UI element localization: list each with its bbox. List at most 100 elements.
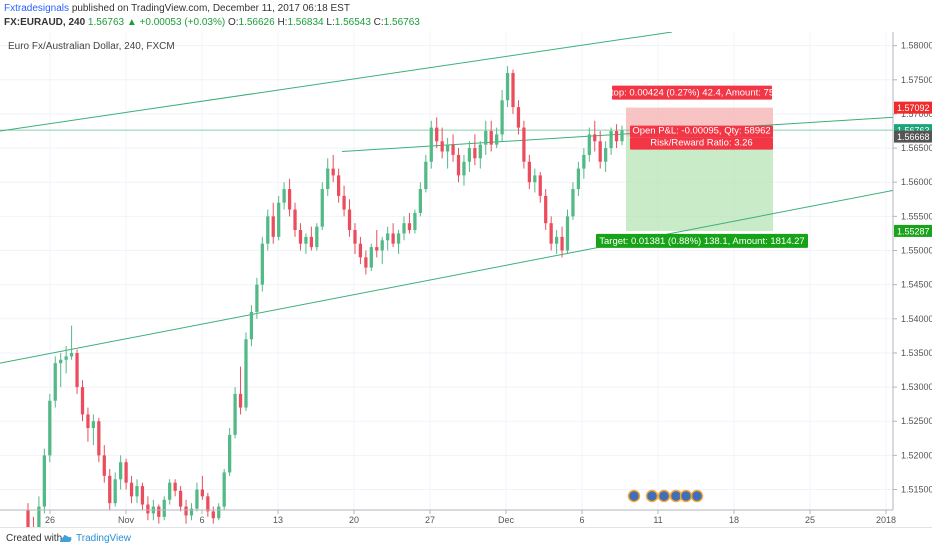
candle-body — [593, 134, 597, 142]
publish-line: Fxtradesignals published on TradingView.… — [4, 3, 350, 14]
lower-channel-line[interactable] — [0, 189, 894, 364]
candle-body — [255, 284, 259, 312]
candle-body — [407, 223, 412, 231]
price-change: +0.00053 (+0.03%) — [139, 17, 226, 28]
price-tag-bg — [894, 101, 932, 114]
candle-body — [336, 175, 341, 196]
candle-body — [511, 72, 515, 108]
candle-body — [80, 387, 85, 415]
candle-body — [582, 154, 586, 169]
candle-body — [500, 100, 504, 135]
candle-body — [113, 479, 117, 504]
candle-body — [309, 236, 314, 248]
event-marker-icon[interactable] — [690, 489, 704, 503]
candle-body — [620, 130, 624, 142]
candle-body — [396, 233, 401, 244]
event-marker-icon[interactable] — [645, 489, 659, 503]
candle-body — [462, 161, 466, 176]
x-tick-label: 2018 — [876, 515, 896, 525]
candle-body — [402, 223, 406, 234]
candle-body — [445, 144, 450, 152]
candle-body — [184, 506, 188, 516]
candle-body — [478, 144, 482, 159]
candle-body — [342, 195, 346, 210]
high-label: H: — [277, 17, 288, 28]
candle-body — [157, 506, 161, 517]
candle-body — [429, 127, 433, 162]
candle-body — [108, 475, 112, 504]
candle-body — [505, 72, 510, 101]
candle-body — [69, 352, 74, 357]
author-link[interactable]: Fxtradesignals — [4, 3, 70, 14]
last-price: 1.56763 — [87, 17, 125, 28]
candle-body — [42, 455, 46, 507]
candle-body — [576, 168, 581, 190]
candle-body — [456, 154, 461, 176]
candle-body — [233, 393, 237, 435]
candle-body — [102, 455, 106, 476]
candle-body — [375, 247, 379, 251]
event-marker-icon[interactable] — [627, 489, 641, 503]
time-axis[interactable]: 26 Nov 6 13 20 27 Dec 6 11 18 25 2018 — [45, 510, 896, 525]
price-axis[interactable]: 1.58000 1.57500 1.57000 1.56500 1.56000 1.555… — [893, 41, 932, 495]
take-profit-zone[interactable] — [626, 136, 773, 231]
y-tick-label: 1.52500 — [901, 416, 932, 426]
pnl-label: Open P&L: -0.00095, Qty: 58962 — [632, 126, 770, 137]
candles — [26, 66, 624, 527]
candle-body — [217, 506, 221, 519]
price-chart[interactable]: Stop: 0.00424 (0.27%) 42.4, Amount: 750 O… — [0, 32, 932, 527]
candle-body — [522, 127, 526, 162]
candle-body — [162, 499, 166, 517]
candle-body — [347, 209, 352, 231]
symbol-name: FX:EURAUD, 240 — [4, 17, 86, 28]
event-markers[interactable] — [627, 489, 704, 503]
y-tick-label: 1.51500 — [901, 485, 932, 495]
tradingview-logo-icon[interactable] — [58, 532, 74, 544]
candle-body — [129, 482, 134, 497]
candle-body — [282, 189, 286, 203]
open-value: 1.56626 — [238, 17, 275, 28]
candle-body — [353, 230, 357, 244]
low-value: 1.56543 — [334, 17, 371, 28]
candle-body — [124, 462, 128, 483]
candle-body — [326, 168, 330, 190]
created-with-text: Created with — [6, 533, 63, 544]
candle-body — [238, 393, 243, 408]
y-tick-label: 1.53500 — [901, 348, 932, 358]
price-tag-bg — [894, 224, 932, 237]
tradingview-brand[interactable]: TradingView — [76, 533, 132, 544]
close-value: 1.56763 — [383, 17, 420, 28]
candle-body — [135, 486, 139, 497]
candle-body — [287, 189, 292, 210]
candle-body — [189, 508, 194, 516]
candle-body — [168, 482, 172, 500]
candle-body — [358, 243, 363, 258]
candle-body — [260, 243, 264, 285]
upper-channel-line[interactable] — [0, 32, 673, 132]
event-marker-icon[interactable] — [657, 489, 671, 503]
price-tag-bg — [894, 130, 932, 143]
y-tick-label: 1.57000 — [901, 109, 932, 119]
candle-body — [435, 127, 439, 142]
footer: Created with TradingView — [0, 527, 932, 551]
x-tick-label: 6 — [199, 515, 204, 525]
y-tick-label: 1.57500 — [901, 75, 932, 85]
candle-body — [64, 356, 68, 360]
y-tick-label: 1.54500 — [901, 280, 932, 290]
x-tick-label: 26 — [45, 515, 55, 525]
y-tick-label: 1.55500 — [901, 211, 932, 221]
candle-body — [97, 421, 101, 456]
price-tag-label: 1.57092 — [897, 103, 930, 113]
candle-body — [173, 482, 177, 491]
candle-body — [244, 339, 248, 408]
candle-body — [565, 216, 570, 251]
y-tick-label: 1.53000 — [901, 382, 932, 392]
candle-body — [386, 233, 390, 241]
event-marker-icon[interactable] — [679, 489, 693, 503]
candle-body — [614, 131, 619, 142]
candle-body — [227, 434, 232, 473]
candle-body — [369, 247, 373, 268]
candle-body — [604, 148, 608, 162]
x-tick-label: 13 — [273, 515, 283, 525]
chart-background — [0, 32, 932, 527]
